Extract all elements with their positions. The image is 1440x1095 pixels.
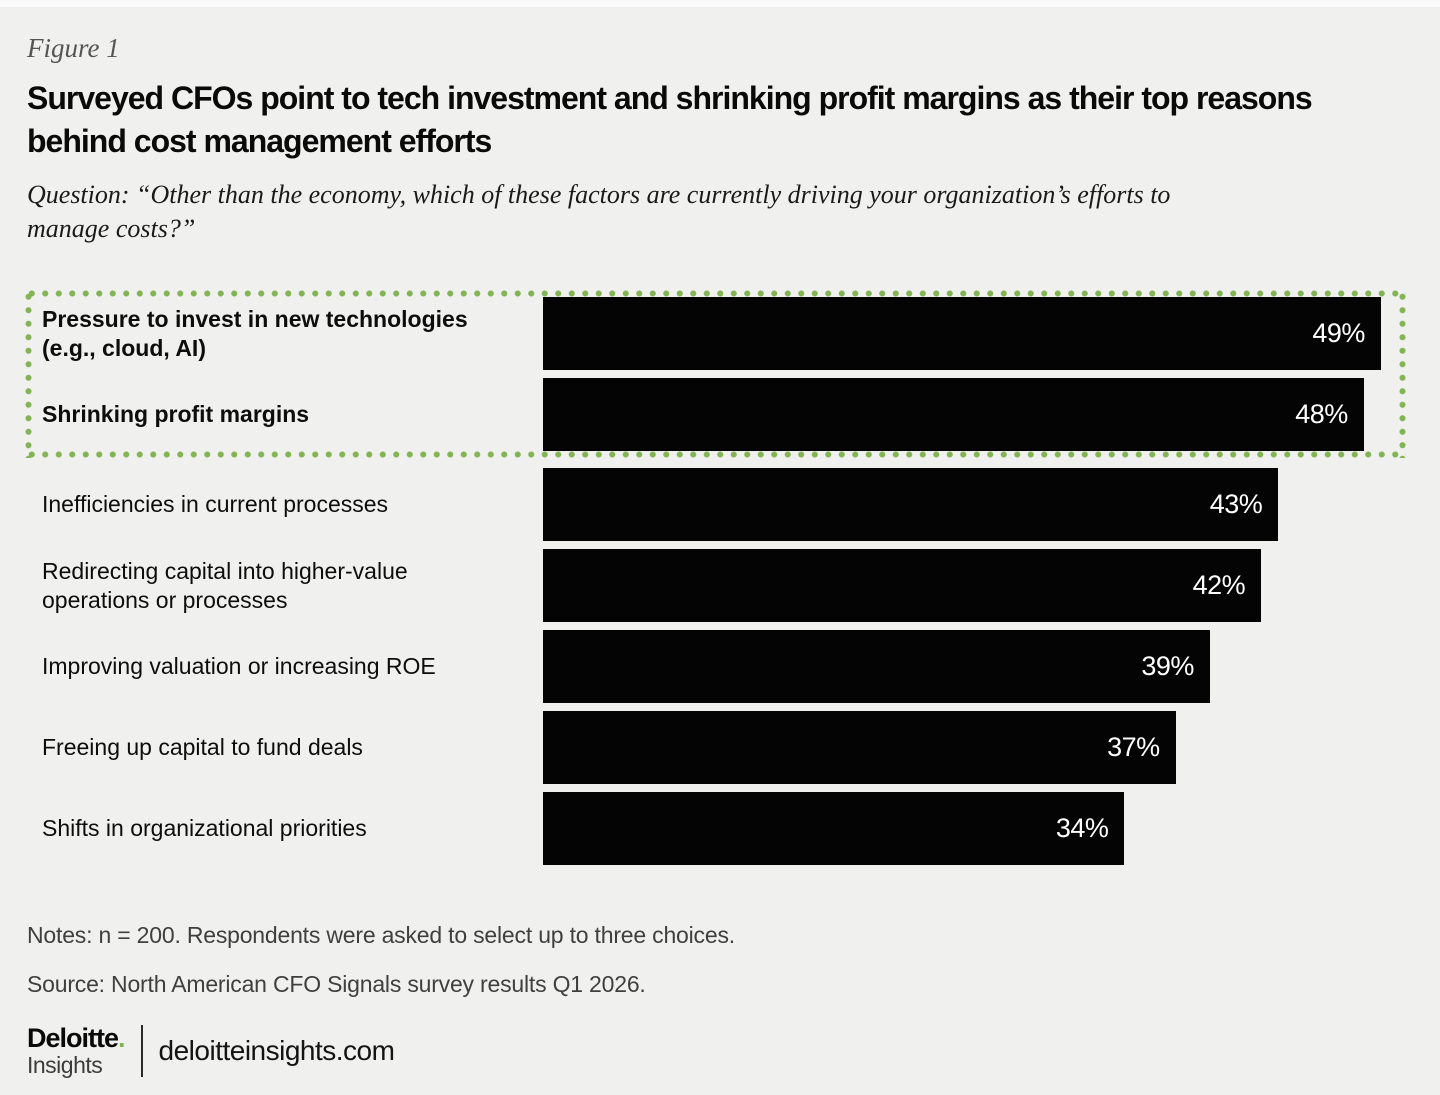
brand-name: Deloitte.: [27, 1025, 125, 1052]
remaining-bars-group: Inefficiencies in current processes 43% …: [25, 468, 1406, 865]
deloitte-insights-logo: Deloitte. Insights: [27, 1025, 125, 1077]
chart-row: Redirecting capital into higher-value op…: [25, 549, 1406, 622]
bar: 49%: [543, 297, 1381, 370]
survey-question-line2: manage costs?”: [27, 214, 196, 243]
chart-row: Shifts in organizational priorities 34%: [25, 792, 1406, 865]
page-top-strip: [0, 0, 1440, 7]
footer-website-link[interactable]: deloitteinsights.com: [158, 1035, 395, 1066]
bar: 48%: [543, 378, 1364, 451]
bar-value-label: 49%: [1312, 318, 1365, 348]
bar-track: 49%: [543, 297, 1406, 370]
bar-track: 42%: [543, 549, 1406, 622]
brand-subtitle: Insights: [27, 1052, 103, 1078]
figure-title: Surveyed CFOs point to tech investment a…: [27, 77, 1406, 163]
category-label: Redirecting capital into higher-value op…: [42, 557, 408, 613]
bar-value-label: 34%: [1055, 813, 1109, 843]
bar-value-label: 42%: [1192, 570, 1246, 600]
bar: 42%: [543, 549, 1262, 622]
bar-track: 43%: [543, 468, 1406, 541]
survey-question: Question: “Other than the economy, which…: [27, 178, 1406, 246]
footer-divider: [140, 1025, 143, 1077]
bar: 37%: [543, 711, 1176, 784]
brand-green-dot: .: [118, 1023, 125, 1053]
bar: 34%: [543, 792, 1125, 865]
category-label: Improving valuation or increasing ROE: [42, 653, 436, 679]
category-label: Shrinking profit margins: [42, 401, 310, 427]
chart-row: Inefficiencies in current processes 43%: [25, 468, 1406, 541]
chart-row: Pressure to invest in new technologies (…: [25, 297, 1406, 370]
chart-row: Freeing up capital to fund deals 37%: [25, 711, 1406, 784]
bar-track: 48%: [543, 378, 1406, 451]
bar-track: 39%: [543, 630, 1406, 703]
bar-track: 37%: [543, 711, 1406, 784]
notes-text: Notes: n = 200. Respondents were asked t…: [27, 922, 735, 948]
category-label: Freeing up capital to fund deals: [42, 734, 363, 760]
figure-title-line1: Surveyed CFOs point to tech investment a…: [27, 80, 1313, 116]
bar: 39%: [543, 630, 1210, 703]
category-label: Pressure to invest in new technologies (…: [42, 305, 468, 361]
highlight-dotted-box: Pressure to invest in new technologies (…: [25, 290, 1406, 458]
bar-value-label: 43%: [1209, 489, 1263, 519]
chart-row: Improving valuation or increasing ROE 39…: [25, 630, 1406, 703]
bar: 43%: [543, 468, 1279, 541]
bar-value-label: 39%: [1141, 651, 1194, 681]
brand-name-text: Deloitte: [27, 1023, 119, 1053]
bar-track: 34%: [543, 792, 1406, 865]
bar-value-label: 48%: [1295, 399, 1348, 429]
category-label: Shifts in organizational priorities: [42, 815, 367, 841]
category-label: Inefficiencies in current processes: [42, 491, 389, 517]
source-text: Source: North American CFO Signals surve…: [27, 971, 646, 997]
figure-label: Figure 1: [27, 33, 120, 63]
footer: Deloitte. Insights deloitteinsights.com: [27, 1025, 1406, 1077]
figure-title-line2: behind cost management efforts: [27, 123, 492, 159]
bar-value-label: 37%: [1107, 732, 1160, 762]
chart-row: Shrinking profit margins 48%: [25, 378, 1406, 451]
bar-chart: Pressure to invest in new technologies (…: [25, 290, 1406, 865]
survey-question-line1: Question: “Other than the economy, which…: [27, 180, 1171, 209]
